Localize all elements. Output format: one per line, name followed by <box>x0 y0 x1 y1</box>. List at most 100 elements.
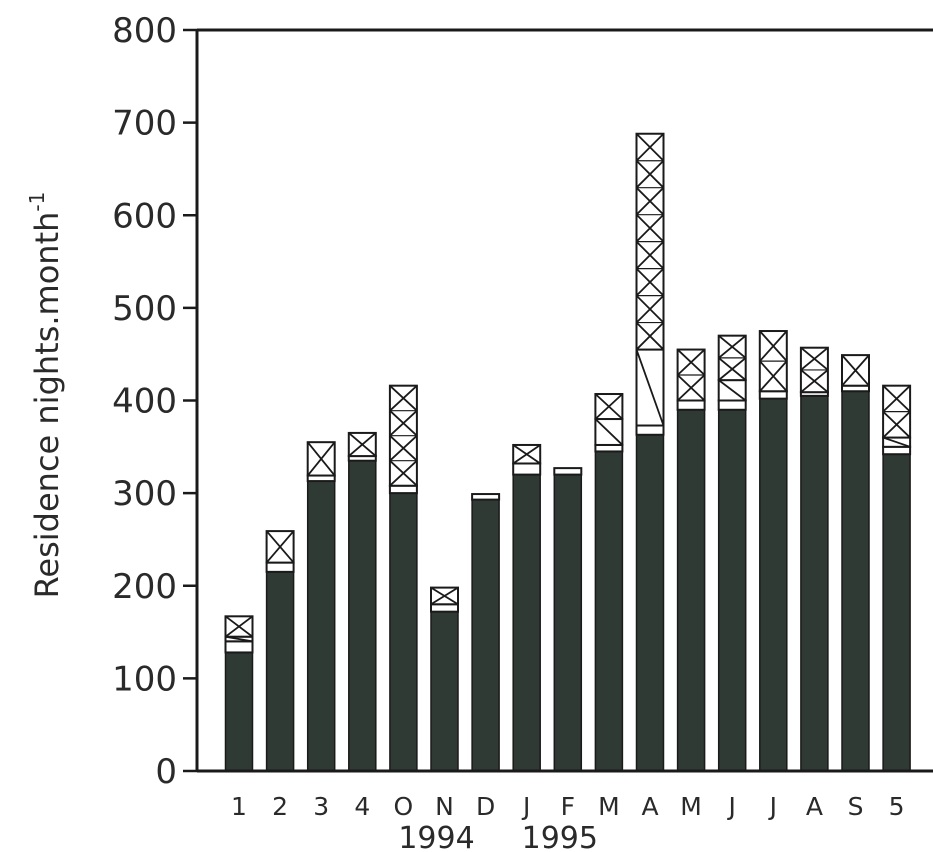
bar-2-segment-cross-hatched-cross <box>265 530 295 564</box>
y-tick-label-200: 200 <box>112 567 177 607</box>
bar-9-segment-white <box>553 467 583 476</box>
bar-15-segment-solid-dark <box>800 395 829 772</box>
year-label-1994: 1994 <box>398 821 474 852</box>
x-tick-label-7: D <box>476 792 495 821</box>
bar-1 <box>224 615 254 772</box>
bar-10-segment-solid-dark <box>594 450 624 772</box>
bar-4 <box>347 431 377 772</box>
bar-6-segment-solid-dark <box>430 610 459 772</box>
bar-8-segment-white <box>512 462 542 476</box>
bar-13-segment-cross-hatched-cross <box>718 334 747 359</box>
bar-13 <box>717 334 747 772</box>
bar-7 <box>471 493 501 772</box>
bar-5-segment-solid-dark <box>389 492 418 772</box>
bar-1-segment-cross-hatched-cross <box>224 615 254 638</box>
bar-12-segment-cross-hatched-cross <box>676 374 706 402</box>
bar-5-segment-white <box>388 484 418 495</box>
bar-13-segment-cross-hatched-cross <box>718 357 747 381</box>
bar-11-segment-white <box>635 424 665 436</box>
bar-13-segment-hatched-diagonal-hatch <box>718 379 747 402</box>
bars <box>224 132 912 772</box>
bar-14 <box>758 330 788 772</box>
bar-11-segment-solid-dark <box>635 434 665 772</box>
x-tick-label-1: 1 <box>231 792 247 821</box>
bar-5-segment-cross-hatched-cross <box>389 410 418 437</box>
bar-12-segment-white <box>676 399 706 411</box>
bar-17-segment-cross-hatched-cross <box>882 410 911 439</box>
bar-15-segment-cross-hatched-cross <box>800 347 829 371</box>
x-tick-label-10: M <box>598 792 620 821</box>
x-tick-label-8: J <box>521 792 530 821</box>
bar-15-segment-cross-hatched-cross <box>800 369 829 393</box>
x-tick-label-5: O <box>394 792 414 821</box>
bar-4-segment-solid-dark <box>348 459 377 772</box>
bar-16-segment-cross-hatched-cross <box>841 354 870 387</box>
bar-13-segment-solid-dark <box>717 409 747 772</box>
bar-8 <box>512 443 542 772</box>
bar-11-segment-cross-hatched-cross <box>635 133 665 162</box>
bar-16-segment-solid-dark <box>841 390 870 772</box>
x-tick-label-14: J <box>768 792 777 821</box>
bar-11-segment-cross-hatched-cross <box>635 294 665 324</box>
bar-17 <box>882 384 912 772</box>
x-tick-label-6: N <box>435 792 454 821</box>
x-tick-label-3: 3 <box>313 792 329 821</box>
bar-17-segment-solid-dark <box>882 453 911 772</box>
y-tick-label-400: 400 <box>112 382 177 422</box>
x-tick-label-12: M <box>680 792 702 821</box>
bar-16 <box>841 354 870 772</box>
bar-6-segment-white <box>430 603 459 613</box>
bar-5-segment-cross-hatched-cross <box>389 460 418 487</box>
bar-9 <box>553 467 583 772</box>
bar-13-segment-white <box>717 399 747 411</box>
bar-12-segment-solid-dark <box>676 409 706 772</box>
bar-9-segment-solid-dark <box>553 473 583 772</box>
bar-3 <box>306 441 336 772</box>
bar-11 <box>635 132 665 772</box>
bar-11-segment-cross-hatched-cross <box>635 214 665 243</box>
bar-14-segment-solid-dark <box>759 397 788 772</box>
bar-17-segment-cross-hatched-cross <box>882 385 911 413</box>
bar-11-segment-cross-hatched-cross <box>635 241 665 270</box>
bar-2 <box>265 530 295 772</box>
y-tick-label-600: 600 <box>112 196 177 236</box>
bar-12 <box>676 348 706 772</box>
x-tick-label-9: F <box>561 792 575 821</box>
bar-8-segment-cross-hatched-cross <box>512 444 541 465</box>
bar-3-segment-solid-dark <box>306 480 336 772</box>
bar-3-segment-cross-hatched-cross <box>307 441 336 477</box>
y-axis-ticks: 0 100 200 300 400 500 600 700 800 <box>112 11 197 792</box>
bar-5-segment-cross-hatched-cross <box>389 385 418 412</box>
y-axis-label: Residence nights.month-1 <box>25 192 66 599</box>
y-tick-label-500: 500 <box>112 289 177 329</box>
y-tick-label-700: 700 <box>112 104 177 144</box>
bar-1-segment-solid-dark <box>224 651 254 772</box>
bar-10 <box>594 393 624 772</box>
bar-11-segment-cross-hatched-cross <box>635 187 665 216</box>
bar-2-segment-solid-dark <box>265 571 295 772</box>
bar-1-segment-white <box>224 640 254 654</box>
bar-14-segment-cross-hatched-cross <box>759 360 788 392</box>
bar-4-segment-cross-hatched-cross <box>348 432 377 457</box>
bar-17-segment-hatched-diagonal-hatch <box>882 436 911 448</box>
bar-14-segment-white <box>758 390 788 400</box>
bar-10-segment-cross-hatched-cross <box>594 393 624 420</box>
bar-5 <box>388 384 418 772</box>
bar-15 <box>799 346 829 772</box>
y-tick-label-800: 800 <box>112 11 177 51</box>
bar-2-segment-white <box>265 561 295 573</box>
y-tick-label-0: 0 <box>155 752 177 792</box>
year-label-1995: 1995 <box>522 821 598 852</box>
x-tick-label-11: A <box>641 792 658 821</box>
bar-14-segment-cross-hatched-cross <box>759 330 788 362</box>
axes <box>195 28 933 773</box>
bar-12-segment-cross-hatched-cross <box>676 348 706 376</box>
y-axis-label-text: Residence nights.month <box>28 212 66 599</box>
x-tick-label-2: 2 <box>272 792 288 821</box>
bar-10-segment-hatched-diagonal-hatch <box>594 418 624 446</box>
bar-6 <box>430 586 459 772</box>
bar-8-segment-solid-dark <box>512 473 541 772</box>
bar-11-segment-cross-hatched-cross <box>635 321 665 351</box>
